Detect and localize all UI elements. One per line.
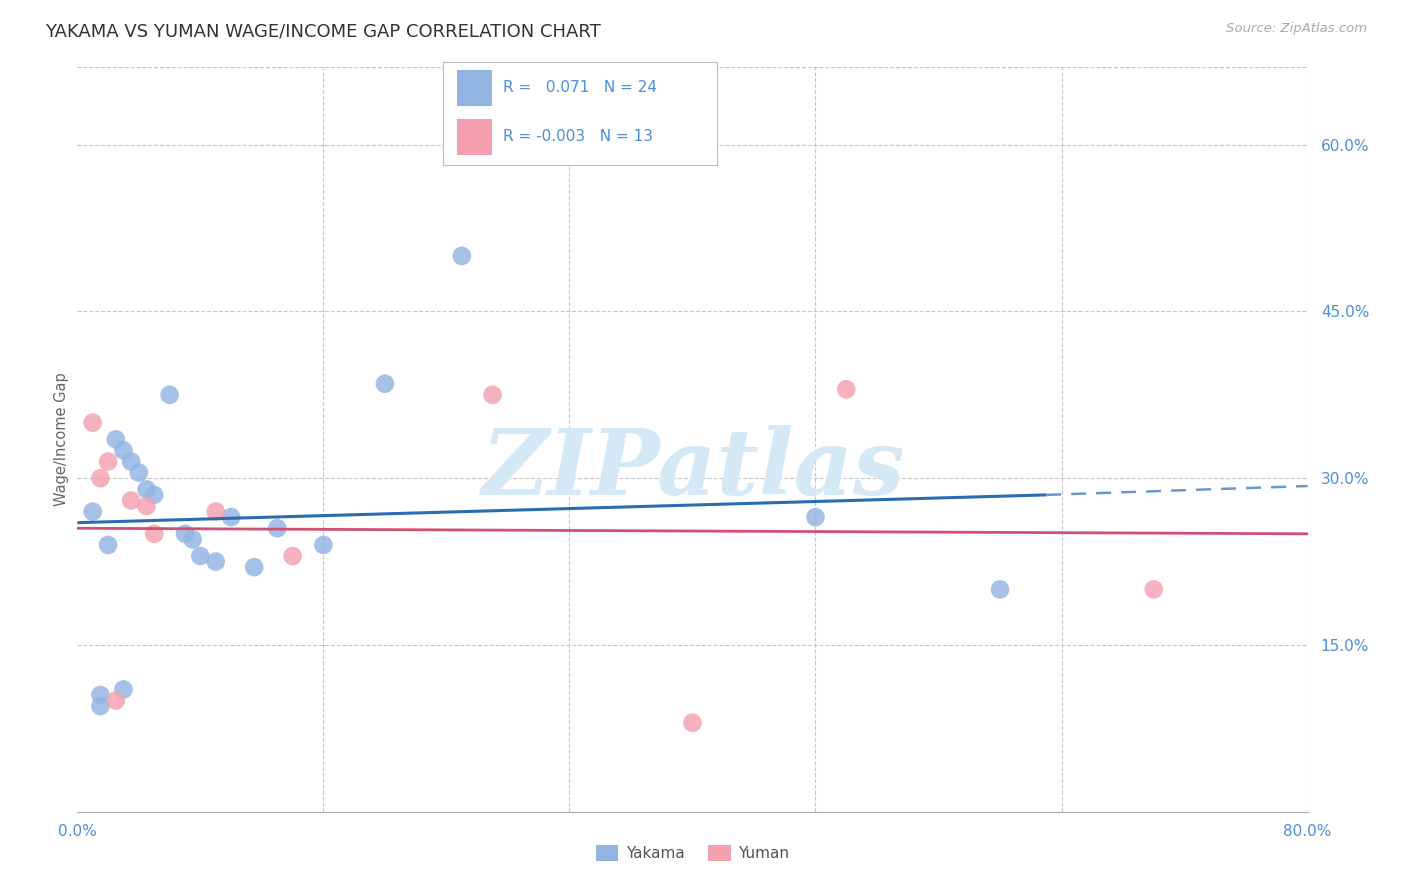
Point xyxy=(682,715,704,730)
Text: Source: ZipAtlas.com: Source: ZipAtlas.com xyxy=(1226,22,1367,36)
Point xyxy=(481,388,503,402)
Point xyxy=(312,538,335,552)
Point xyxy=(450,249,472,263)
Point xyxy=(988,582,1011,597)
Point xyxy=(174,526,197,541)
Point xyxy=(804,510,827,524)
Point xyxy=(97,538,120,552)
Point xyxy=(82,416,104,430)
Point xyxy=(204,505,226,519)
Point xyxy=(120,454,142,468)
Point xyxy=(143,488,166,502)
Point xyxy=(97,454,120,468)
Point xyxy=(89,699,111,714)
Point xyxy=(243,560,266,574)
Text: R = -0.003   N = 13: R = -0.003 N = 13 xyxy=(503,129,654,145)
Point xyxy=(181,533,204,547)
Point xyxy=(89,471,111,485)
Point xyxy=(204,555,226,569)
Text: ZIPatlas: ZIPatlas xyxy=(481,425,904,514)
Point xyxy=(135,483,157,497)
Point xyxy=(159,388,181,402)
Point xyxy=(82,505,104,519)
Point xyxy=(281,549,304,563)
Point xyxy=(835,382,858,396)
Point xyxy=(112,682,135,697)
Point xyxy=(190,549,212,563)
Point xyxy=(89,688,111,702)
Bar xyxy=(457,119,492,155)
Point xyxy=(143,526,166,541)
Bar xyxy=(457,70,492,105)
Point xyxy=(120,493,142,508)
Point xyxy=(104,693,127,707)
Point xyxy=(112,443,135,458)
Point xyxy=(266,521,288,535)
Legend: Yakama, Yuman: Yakama, Yuman xyxy=(589,839,796,867)
Point xyxy=(104,433,127,447)
Point xyxy=(374,376,396,391)
Point xyxy=(219,510,242,524)
Y-axis label: Wage/Income Gap: Wage/Income Gap xyxy=(53,373,69,506)
Text: YAKAMA VS YUMAN WAGE/INCOME GAP CORRELATION CHART: YAKAMA VS YUMAN WAGE/INCOME GAP CORRELAT… xyxy=(45,22,600,40)
Point xyxy=(1143,582,1166,597)
Point xyxy=(135,499,157,513)
Point xyxy=(128,466,150,480)
Text: R =   0.071   N = 24: R = 0.071 N = 24 xyxy=(503,80,657,95)
